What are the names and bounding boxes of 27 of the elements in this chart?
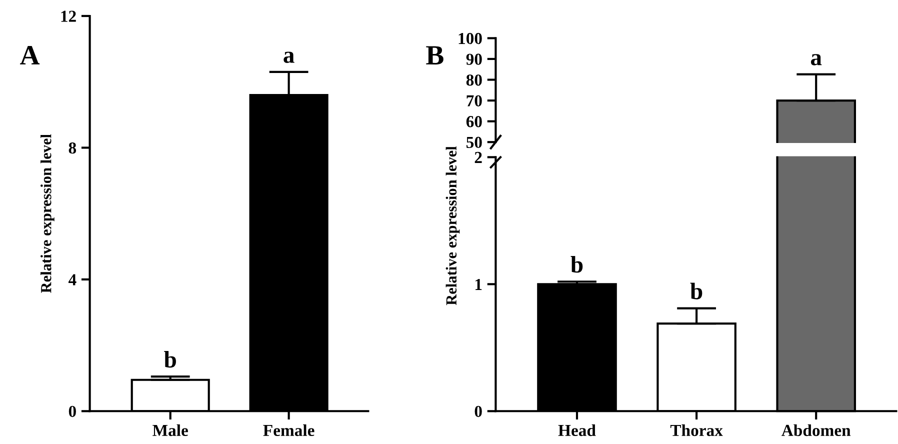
chart-title: B: [426, 46, 444, 64]
annotation: b: [164, 350, 176, 368]
annotation: a: [284, 52, 294, 63]
y-tick-label: 70: [466, 95, 482, 106]
y-tick-label: 4: [68, 274, 76, 286]
y-tick-label: 0: [474, 406, 482, 418]
x-tick-label: Female: [263, 424, 314, 436]
y-tick-label: 90: [466, 54, 482, 65]
y-tick-label: 50: [466, 136, 482, 148]
y-tick-label: 100: [458, 32, 482, 44]
y-tick-label: 12: [61, 10, 76, 22]
x-tick-label: Abdomen: [782, 424, 851, 436]
y-tick-label: 60: [466, 116, 482, 128]
y-tick-label: 0: [68, 406, 76, 418]
y-axis-title: Relative expression level: [446, 146, 460, 306]
y-tick-label: 8: [68, 142, 76, 154]
annotation: b: [570, 256, 583, 273]
y-tick-label: 2: [474, 152, 482, 163]
x-tick-label: Thorax: [670, 424, 723, 436]
annotation: a: [810, 54, 822, 66]
annotation: b: [690, 282, 702, 300]
x-tick-label: Head: [558, 424, 596, 436]
y-axis-title: Relative expression level: [40, 134, 54, 293]
x-tick-label: Male: [152, 424, 188, 436]
text: A: [20, 46, 40, 64]
y-tick-label: 1: [476, 278, 482, 290]
y-tick-label: 80: [466, 74, 482, 86]
